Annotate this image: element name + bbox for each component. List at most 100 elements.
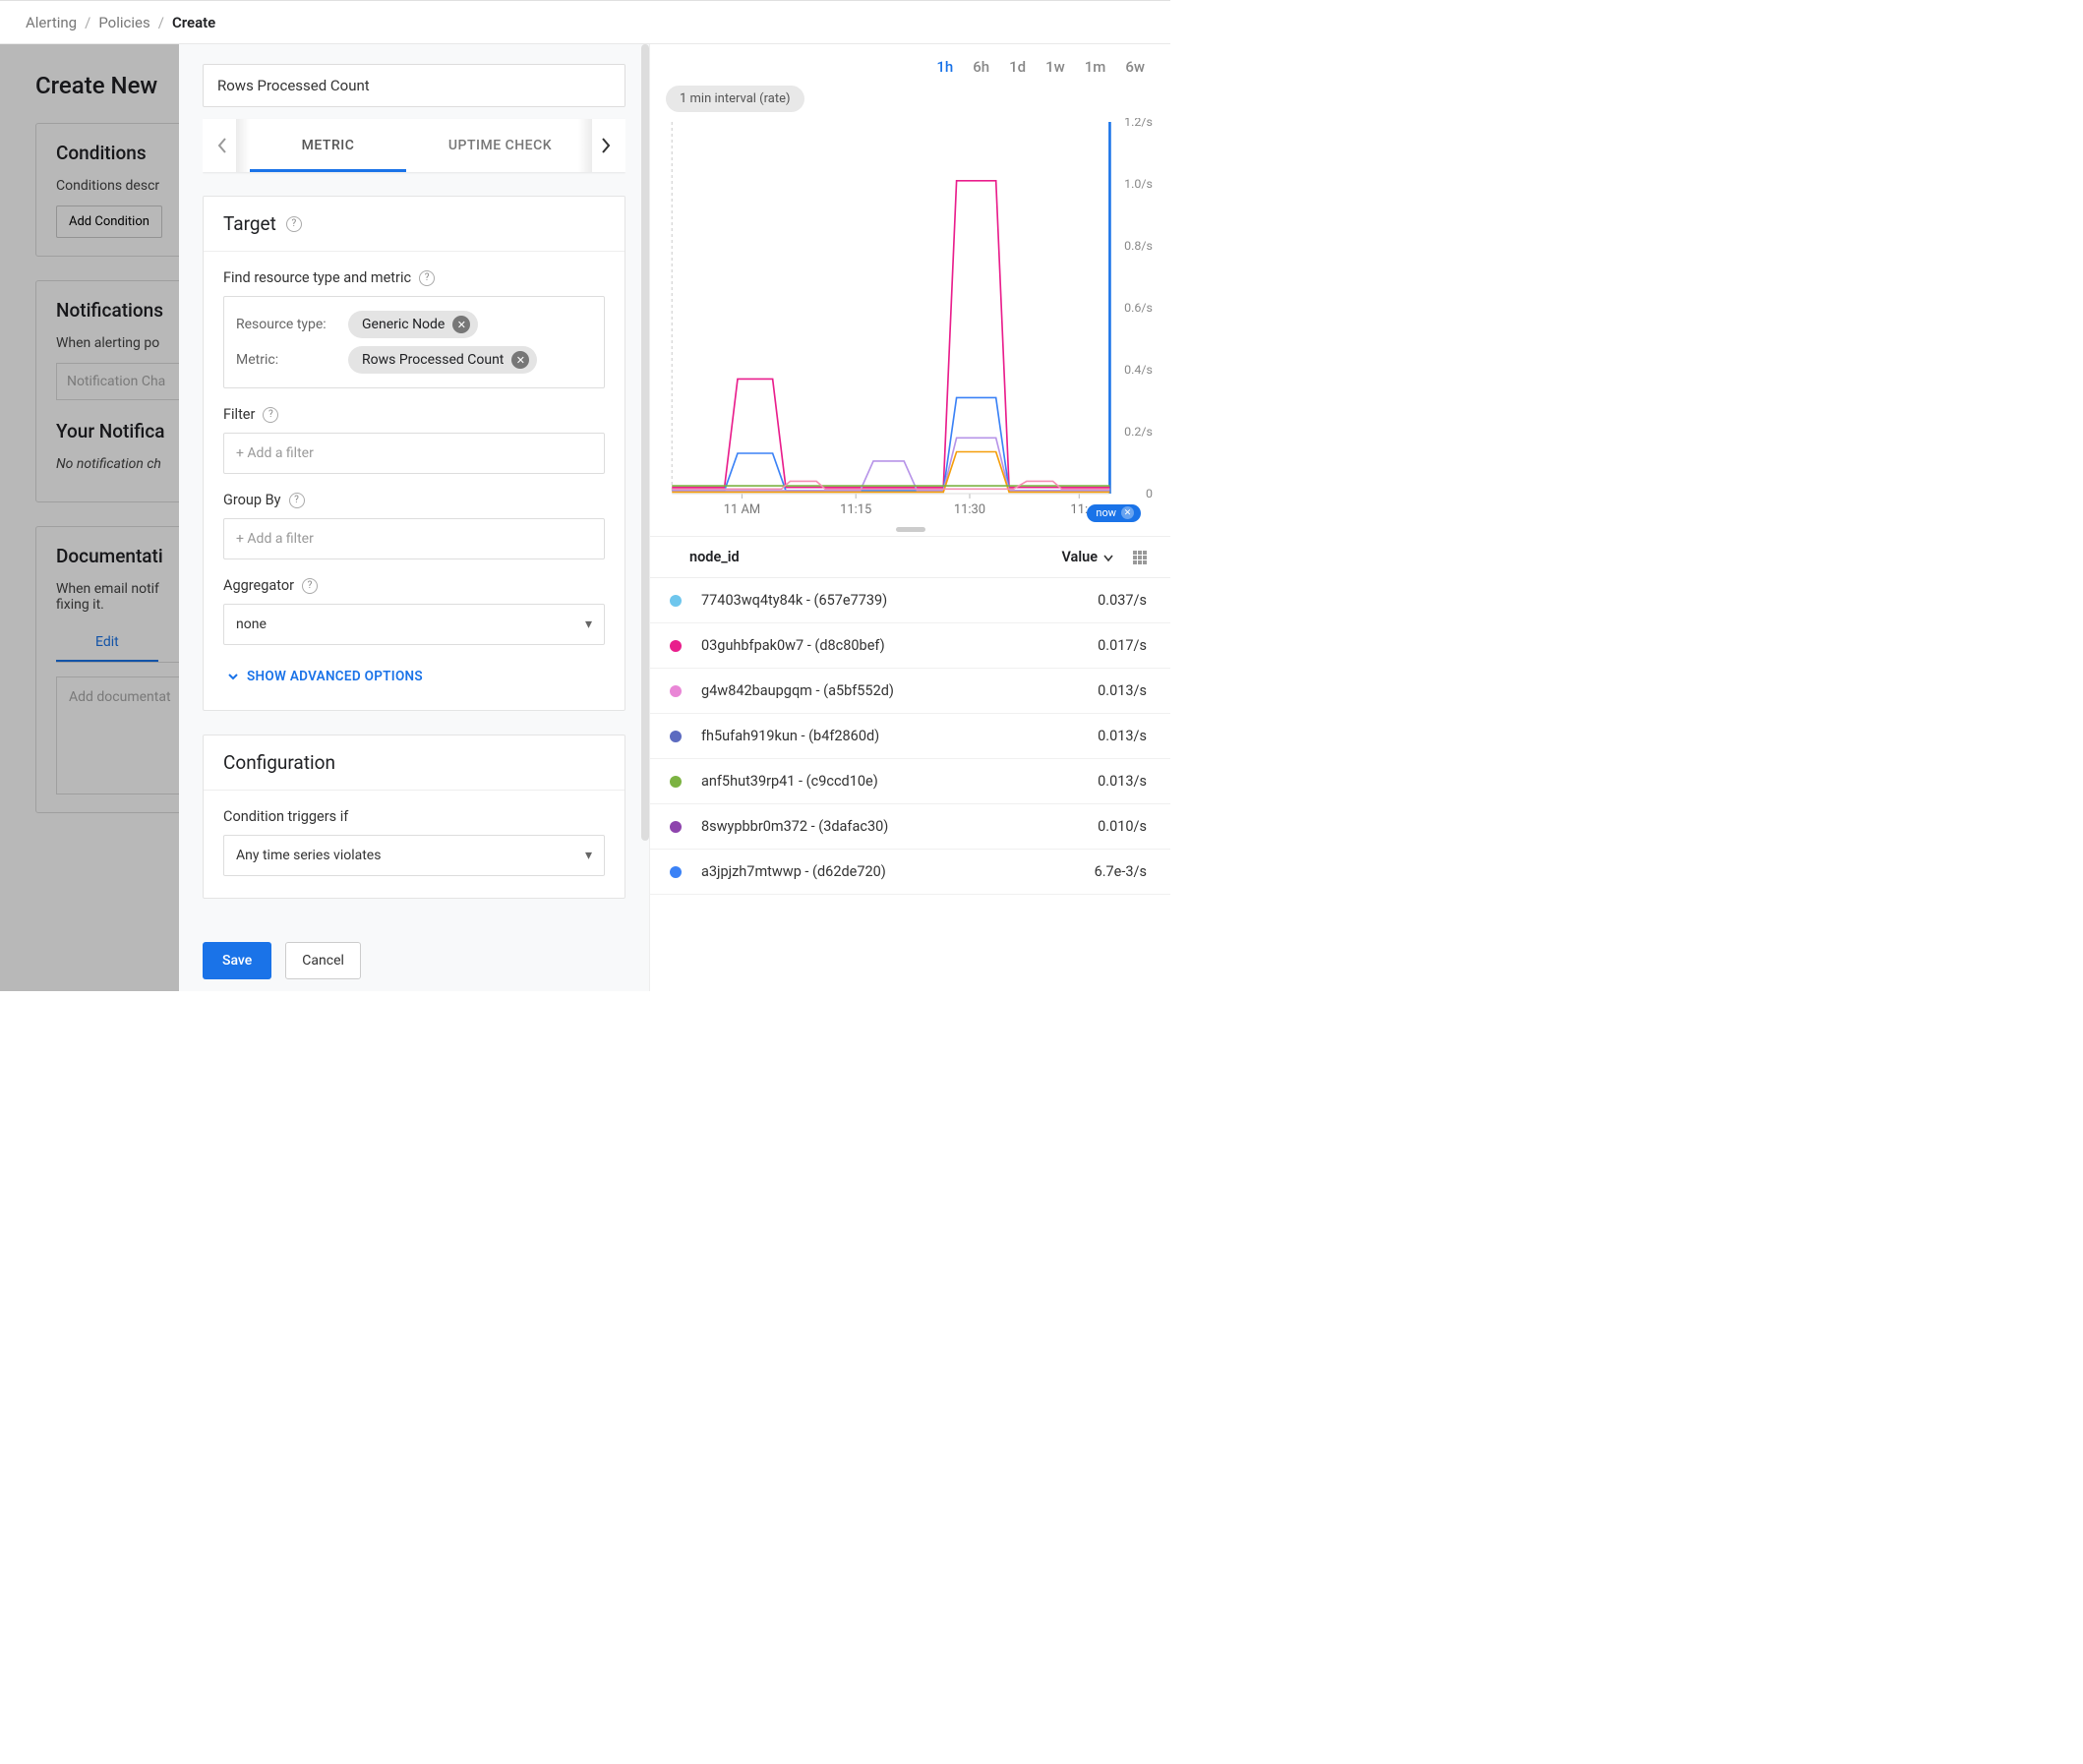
svg-text:11:30: 11:30: [954, 502, 985, 517]
legend-row[interactable]: fh5ufah919kun - (b4f2860d) 0.013/s: [650, 714, 1170, 759]
svg-text:0.6/s: 0.6/s: [1124, 301, 1153, 315]
legend-table: node_id Value 77403wq4ty84k - (657e7739)…: [650, 536, 1170, 991]
series-color-dot: [670, 685, 682, 697]
aggregator-value: none: [236, 617, 267, 632]
metric-chart[interactable]: 1.2/s1.0/s0.8/s0.6/s0.4/s0.2/s011 AM11:1…: [666, 118, 1155, 519]
resize-handle[interactable]: [896, 527, 925, 532]
tabs-next-icon[interactable]: [586, 119, 625, 172]
svg-text:0.2/s: 0.2/s: [1124, 425, 1153, 439]
metric-selector[interactable]: Resource type: Generic Node ✕ Metric: Ro…: [223, 296, 605, 388]
svg-text:0.4/s: 0.4/s: [1124, 363, 1153, 377]
sort-desc-icon: [1103, 553, 1113, 562]
show-advanced-options-link[interactable]: SHOW ADVANCED OPTIONS: [223, 663, 605, 688]
series-color-dot: [670, 821, 682, 833]
node-value: 0.013/s: [1098, 682, 1147, 699]
time-range-1m[interactable]: 1m: [1085, 58, 1106, 76]
breadcrumb-policies[interactable]: Policies: [98, 14, 149, 31]
breadcrumb: Alerting / Policies / Create: [0, 1, 1170, 44]
interval-pill: 1 min interval (rate): [666, 86, 804, 112]
aggregator-select[interactable]: none ▾: [223, 604, 605, 645]
modal-footer: Save Cancel: [179, 930, 649, 991]
help-icon[interactable]: ?: [302, 578, 318, 594]
node-id-label: fh5ufah919kun - (b4f2860d): [701, 728, 1098, 744]
help-icon[interactable]: ?: [263, 407, 278, 423]
node-id-label: 8swypbbr0m372 - (3dafac30): [701, 818, 1098, 835]
condition-triggers-value: Any time series violates: [236, 848, 381, 863]
series-color-dot: [670, 640, 682, 652]
condition-name-input[interactable]: [203, 64, 625, 107]
groupby-input[interactable]: + Add a filter: [223, 518, 605, 559]
tab-metric[interactable]: METRIC: [242, 119, 414, 172]
legend-row[interactable]: 8swypbbr0m372 - (3dafac30) 0.010/s: [650, 804, 1170, 850]
remove-metric-icon[interactable]: ✕: [511, 351, 529, 369]
caret-down-icon: ▾: [585, 617, 592, 632]
metric-chip: Rows Processed Count ✕: [348, 346, 537, 374]
tab-uptime-check[interactable]: UPTIME CHECK: [414, 119, 586, 172]
node-id-label: anf5hut39rp41 - (c9ccd10e): [701, 773, 1098, 790]
remove-resource-type-icon[interactable]: ✕: [452, 316, 470, 333]
svg-text:1.2/s: 1.2/s: [1124, 118, 1153, 129]
time-range-tabs: 1h 6h 1d 1w 1m 6w: [650, 44, 1170, 82]
legend-row[interactable]: anf5hut39rp41 - (c9ccd10e) 0.013/s: [650, 759, 1170, 804]
save-button[interactable]: Save: [203, 942, 271, 979]
node-value: 6.7e-3/s: [1095, 863, 1147, 880]
scrollbar[interactable]: [641, 44, 649, 841]
svg-text:11:: 11:: [1070, 502, 1088, 517]
node-id-label: 77403wq4ty84k - (657e7739): [701, 592, 1098, 609]
svg-text:11 AM: 11 AM: [724, 502, 760, 517]
metric-type-tabs: METRIC UPTIME CHECK: [203, 119, 625, 172]
chevron-down-icon: [227, 671, 239, 682]
time-range-1w[interactable]: 1w: [1045, 58, 1065, 76]
legend-row[interactable]: a3jpjzh7mtwwp - (d62de720) 6.7e-3/s: [650, 850, 1170, 895]
time-range-6h[interactable]: 6h: [973, 58, 989, 76]
series-color-dot: [670, 595, 682, 607]
legend-row[interactable]: g4w842baupgqm - (a5bf552d) 0.013/s: [650, 669, 1170, 714]
condition-triggers-select[interactable]: Any time series violates ▾: [223, 835, 605, 876]
resource-type-chip: Generic Node ✕: [348, 311, 478, 338]
node-value: 0.017/s: [1098, 637, 1147, 654]
breadcrumb-current: Create: [172, 14, 215, 31]
columns-icon[interactable]: [1133, 551, 1147, 564]
legend-col-node-id[interactable]: node_id: [689, 549, 1061, 565]
legend-row[interactable]: 03guhbfpak0w7 - (d8c80bef) 0.017/s: [650, 623, 1170, 669]
breadcrumb-alerting[interactable]: Alerting: [26, 14, 77, 31]
legend-col-value[interactable]: Value: [1061, 549, 1147, 565]
target-heading: Target: [223, 212, 276, 235]
advanced-options-label: SHOW ADVANCED OPTIONS: [247, 669, 423, 684]
help-icon[interactable]: ?: [289, 493, 305, 508]
series-color-dot: [670, 776, 682, 788]
svg-text:1.0/s: 1.0/s: [1124, 177, 1153, 191]
target-section: Target ? Find resource type and metric ?…: [203, 196, 625, 711]
node-value: 0.013/s: [1098, 773, 1147, 790]
time-range-6w[interactable]: 6w: [1125, 58, 1145, 76]
cancel-button[interactable]: Cancel: [285, 942, 361, 979]
svg-text:11:15: 11:15: [840, 502, 871, 517]
node-id-label: a3jpjzh7mtwwp - (d62de720): [701, 863, 1095, 880]
caret-down-icon: ▾: [585, 848, 592, 863]
filter-label: Filter: [223, 406, 255, 423]
condition-triggers-label: Condition triggers if: [223, 808, 348, 825]
help-icon[interactable]: ?: [286, 216, 302, 232]
resource-type-label: Resource type:: [236, 317, 338, 332]
breadcrumb-sep-icon: /: [85, 14, 90, 31]
close-now-icon[interactable]: ✕: [1121, 506, 1134, 519]
node-value: 0.013/s: [1098, 728, 1147, 744]
tabs-prev-icon[interactable]: [203, 119, 242, 172]
condition-modal: METRIC UPTIME CHECK Target ? Find resour…: [179, 44, 1170, 991]
now-pill[interactable]: now ✕: [1087, 504, 1141, 522]
aggregator-label: Aggregator: [223, 577, 294, 594]
series-color-dot: [670, 731, 682, 742]
help-icon[interactable]: ?: [419, 270, 435, 286]
configuration-section: Configuration Condition triggers if Any …: [203, 735, 625, 899]
time-range-1h[interactable]: 1h: [936, 58, 953, 76]
time-range-1d[interactable]: 1d: [1009, 58, 1026, 76]
series-color-dot: [670, 866, 682, 878]
filter-input[interactable]: + Add a filter: [223, 433, 605, 474]
legend-row[interactable]: 77403wq4ty84k - (657e7739) 0.037/s: [650, 578, 1170, 623]
svg-text:0: 0: [1146, 487, 1153, 500]
configuration-heading: Configuration: [223, 751, 335, 774]
node-value: 0.010/s: [1098, 818, 1147, 835]
metric-label: Metric:: [236, 352, 338, 368]
now-label: now: [1096, 506, 1116, 519]
node-id-label: 03guhbfpak0w7 - (d8c80bef): [701, 637, 1098, 654]
